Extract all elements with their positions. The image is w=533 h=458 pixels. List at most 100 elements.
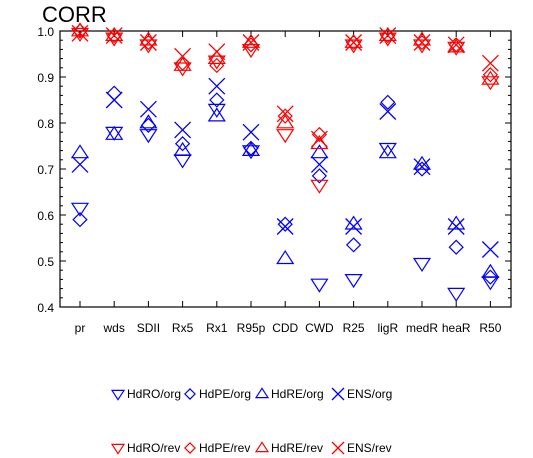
x-tick-label: Rx5: [172, 321, 194, 335]
data-point: [378, 142, 397, 158]
x-tick-label: R50: [479, 321, 501, 335]
data-point: [310, 130, 328, 148]
data-point: [277, 216, 293, 232]
data-point: [106, 85, 122, 101]
data-point: [311, 168, 328, 184]
plot-frame: [59, 30, 512, 308]
data-point: [174, 136, 191, 152]
data-point: [241, 141, 261, 156]
data-point: [241, 43, 261, 59]
legend-label: ENS/org: [347, 387, 392, 401]
legend-label: HdPE/rev: [199, 441, 250, 455]
data-point: [174, 121, 192, 139]
y-tick-label: 0.6: [37, 209, 54, 223]
data-point: [412, 257, 432, 273]
data-point: [207, 103, 226, 118]
data-point: [70, 27, 90, 43]
data-point: [71, 24, 89, 42]
data-point: [105, 27, 123, 45]
data-point: [70, 144, 90, 159]
data-point: [413, 34, 431, 51]
legend-item: HdRO/org: [110, 387, 181, 401]
y-tick-label: 0.4: [37, 301, 54, 315]
data-point: [481, 70, 500, 85]
data-point: [173, 154, 192, 169]
series-hdro-rev: [70, 27, 500, 194]
x-tick-label: pr: [75, 321, 86, 335]
data-point: [105, 91, 123, 109]
data-point: [72, 211, 88, 228]
y-tick-label: 1.0: [37, 25, 54, 39]
data-point: [106, 27, 122, 44]
data-point: [378, 26, 397, 42]
x-tick-label: SDII: [137, 321, 160, 335]
data-point: [242, 123, 260, 141]
data-point: [447, 36, 465, 54]
data-point: [380, 27, 396, 44]
data-point: [208, 43, 226, 61]
data-point: [242, 34, 260, 51]
data-point: [378, 144, 397, 159]
data-point: [173, 62, 192, 77]
legend-marker: [184, 388, 196, 400]
data-point: [139, 100, 157, 118]
legend-label: HdRE/rev: [271, 441, 323, 455]
series-hdpe-org: [72, 85, 499, 285]
data-point: [448, 239, 464, 255]
data-point: [173, 141, 192, 156]
x-tick-label: R25: [343, 321, 365, 335]
y-tick-label: 0.8: [37, 117, 54, 131]
data-point: [208, 77, 226, 95]
data-point: [276, 114, 295, 129]
data-point: [207, 49, 226, 65]
data-point: [345, 218, 363, 235]
data-point: [310, 144, 329, 159]
legend-item: ENS/org: [331, 387, 392, 401]
data-point: [276, 249, 295, 265]
legend-item: HdPE/org: [184, 387, 251, 401]
legend-label: HdRO/org: [127, 387, 181, 401]
series-ens-rev: [71, 24, 499, 148]
x-tick-label: Rx1: [206, 321, 228, 335]
data-point: [277, 108, 293, 124]
data-point: [310, 134, 329, 150]
legend-marker: [254, 387, 270, 399]
data-point: [481, 241, 499, 258]
data-point: [241, 145, 261, 160]
data-point: [241, 33, 261, 48]
x-tick-label: medR: [406, 321, 438, 335]
data-point: [447, 287, 466, 302]
data-point: [139, 34, 157, 51]
data-point: [482, 269, 499, 285]
y-axis: 0.4 0.5 0.6 0.7 0.8 0.9 1.0: [37, 25, 511, 315]
data-point: [310, 179, 329, 194]
series-hdpe-rev: [72, 23, 499, 143]
data-markers: [70, 22, 500, 302]
x-tick-label: CDD: [272, 321, 298, 335]
legend-label: ENS/rev: [347, 441, 392, 455]
data-point: [345, 34, 362, 51]
x-tick-label: ligR: [377, 321, 398, 335]
legend-item: HdRE/rev: [254, 441, 323, 455]
data-point: [310, 155, 328, 173]
legend-marker: [254, 441, 270, 453]
data-point: [71, 155, 89, 173]
data-point: [105, 125, 124, 140]
data-point: [481, 263, 500, 278]
data-point: [344, 274, 363, 289]
data-point: [173, 56, 192, 71]
x-tick-label: heaR: [442, 321, 471, 335]
legend-label: HdRE/org: [271, 387, 324, 401]
data-point: [345, 237, 362, 253]
legend-item: HdRO/rev: [110, 441, 180, 455]
data-point: [174, 47, 192, 65]
data-point: [276, 218, 294, 235]
legend: HdRO/org HdPE/org HdRE/org ENS/org HdRO/rev H…: [110, 387, 392, 455]
series-hdro-org: [70, 103, 500, 302]
legend-marker: [110, 389, 126, 401]
data-point: [447, 218, 465, 235]
data-point: [209, 92, 225, 108]
data-point: [414, 161, 430, 177]
legend-marker: [184, 442, 196, 454]
